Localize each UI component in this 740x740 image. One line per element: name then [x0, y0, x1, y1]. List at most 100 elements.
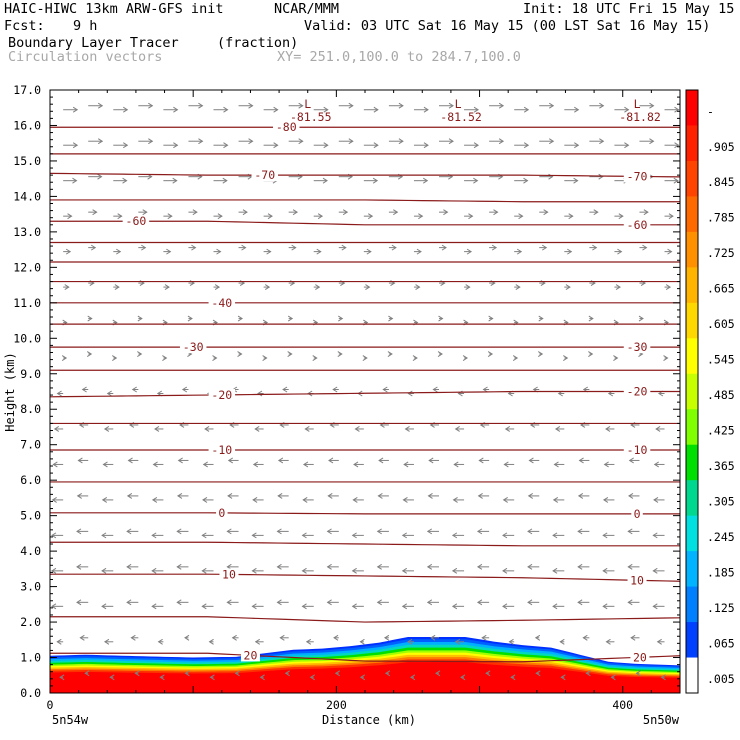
wind-vector-head: [563, 355, 569, 361]
wind-vector: [76, 492, 89, 499]
wind-vector-head: [577, 599, 583, 606]
wind-vector-head: [574, 142, 580, 149]
wind-vector: [334, 670, 341, 677]
wind-vector-head: [227, 492, 233, 499]
contour-label: 10: [222, 567, 236, 581]
wind-vector: [464, 106, 480, 113]
wind-vector: [610, 674, 616, 681]
wind-vector: [313, 177, 328, 184]
wind-vector-head: [574, 106, 580, 113]
wind-vector: [537, 351, 544, 357]
wind-vector: [588, 351, 594, 357]
wind-vector-head: [512, 355, 519, 361]
wind-vector: [162, 355, 168, 361]
wind-vector-head: [613, 355, 619, 361]
wind-vector: [527, 599, 540, 606]
wind-vector-head: [452, 496, 458, 503]
wind-vector-head: [543, 209, 549, 216]
colorbar-swatch: [686, 657, 698, 694]
wind-vector: [435, 670, 441, 677]
wind-vector-head: [264, 284, 271, 291]
wind-vector-head: [412, 355, 418, 361]
wind-vector-head: [655, 426, 661, 432]
wind-vector: [362, 355, 368, 361]
wind-vector: [614, 106, 630, 113]
wind-vector: [664, 213, 674, 220]
wind-vector-head: [372, 177, 379, 184]
x-axis-title: Distance (km): [322, 713, 416, 727]
wind-vector-head: [398, 102, 404, 109]
wind-vector-head: [383, 634, 390, 641]
wind-vector-head: [404, 426, 410, 432]
wind-vector: [138, 209, 148, 216]
wind-vector: [177, 457, 189, 464]
wind-vector-head: [59, 674, 65, 681]
wind-vector: [482, 386, 490, 393]
wind-vector-head: [376, 599, 382, 606]
wind-vector: [263, 106, 279, 113]
colorbar-label: .125: [707, 601, 735, 615]
wind-vector-head: [432, 386, 438, 393]
wind-vector: [453, 461, 465, 468]
y-tick-label: 13.0: [13, 225, 41, 239]
wind-vector: [87, 315, 93, 322]
wind-vector-head: [151, 532, 157, 539]
wind-vector: [388, 138, 404, 145]
wind-vector: [664, 142, 680, 149]
wind-vector-head: [202, 461, 208, 468]
wind-vector: [560, 674, 566, 681]
wind-vector-head: [72, 142, 79, 149]
wind-vector: [157, 638, 164, 645]
wind-vector: [476, 528, 490, 535]
wind-vector-head: [378, 457, 384, 464]
wind-vector-head: [223, 142, 229, 149]
wind-vector: [585, 670, 591, 677]
wind-vector: [313, 248, 322, 255]
wind-vector: [332, 386, 339, 393]
wind-vector-head: [323, 142, 329, 149]
wind-vector: [313, 284, 321, 291]
init-time: Init: 18 UTC Fri 15 May 15: [523, 1, 735, 17]
wind-vector: [88, 209, 98, 216]
contour-label-bg: [623, 341, 651, 354]
wind-vector-head: [384, 670, 391, 677]
wind-vector-head: [426, 599, 433, 606]
colorbar-swatch: [686, 302, 698, 339]
wind-vector: [663, 355, 669, 361]
colorbar-swatch: [686, 196, 698, 233]
wind-vector-head: [523, 106, 530, 113]
wind-vector: [602, 496, 615, 503]
wind-vector-head: [312, 355, 318, 361]
wind-vector-head: [167, 213, 173, 220]
wind-vector-head: [388, 315, 394, 322]
wind-vector-head: [653, 496, 659, 503]
wind-vector: [59, 674, 65, 681]
minimum-value: -81.82: [619, 110, 661, 124]
wind-vector: [564, 106, 580, 113]
wind-vector-head: [423, 106, 429, 113]
contour-label: -70: [254, 168, 275, 182]
wind-vector: [510, 674, 516, 681]
wind-vector: [288, 102, 304, 109]
wind-vector-head: [234, 670, 240, 677]
wind-vector: [238, 138, 254, 145]
wind-vector: [404, 426, 414, 432]
wind-vector: [639, 102, 655, 109]
wind-vector: [251, 603, 264, 610]
wind-vector: [163, 248, 172, 255]
wind-vector-head: [251, 567, 257, 574]
wind-vector-head: [548, 138, 555, 145]
wind-vector: [151, 567, 164, 574]
wind-vector-head: [599, 138, 605, 145]
y-tick-label: 4.0: [20, 544, 41, 558]
wind-vector-head: [649, 138, 655, 145]
wind-vector: [438, 315, 444, 322]
wind-vector-head: [101, 603, 107, 610]
wind-vector-head: [527, 599, 533, 606]
wind-vector-head: [114, 284, 120, 291]
wind-vector-head: [292, 209, 299, 216]
wind-vector: [163, 142, 179, 149]
contour-label: -10: [627, 443, 648, 457]
wind-vector-head: [248, 138, 254, 145]
wind-vector: [363, 142, 379, 149]
